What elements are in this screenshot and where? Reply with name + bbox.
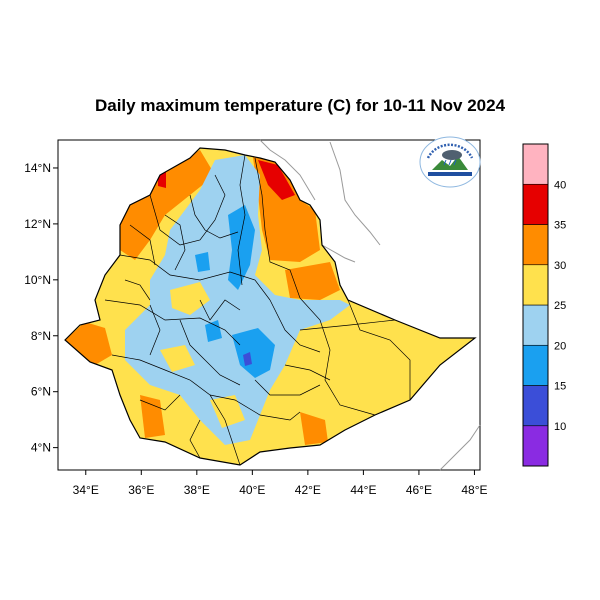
y-tick-label: 6°N [31,385,51,399]
map-title: Daily maximum temperature (C) for 10-11 … [94,96,506,115]
x-tick-label: 48°E [461,483,487,497]
colorbar-label: 10 [554,421,566,433]
colorbar: 10 15 20 25 30 35 40 [522,143,566,467]
ethiopian-meteorology-institute-logo [419,136,481,188]
colorbar-label: 35 [554,220,566,232]
country-outline [64,147,477,466]
colorbar-label: 15 [554,381,566,393]
y-tick-label: 4°N [31,441,51,455]
y-axis: 14°N 12°N 10°N 8°N 6°N 4°N [24,161,58,455]
y-tick-label: 12°N [24,217,51,231]
x-tick-label: 36°E [128,483,154,497]
colorbar-bin [522,224,549,266]
colorbar-frame [522,143,549,467]
x-axis: 34°E 36°E 38°E 40°E 42°E 44°E 46°E 48°E [73,470,488,497]
colorbar-bin [522,304,549,346]
colorbar-bin [522,344,549,386]
x-tick-label: 42°E [295,483,321,497]
x-tick-label: 34°E [73,483,99,497]
y-tick-label: 10°N [24,273,51,287]
x-tick-label: 44°E [350,483,376,497]
x-tick-label: 40°E [239,483,265,497]
y-tick-label: 8°N [31,329,51,343]
x-tick-label: 38°E [184,483,210,497]
colorbar-bin [522,183,549,225]
colorbar-bin [522,264,549,306]
x-tick-label: 46°E [406,483,432,497]
neighbor-borders [259,139,481,471]
colorbar-label: 30 [554,260,566,272]
colorbar-label: 25 [554,300,566,312]
regional-boundaries [104,154,411,465]
colorbar-bin [522,385,549,427]
colorbar-bin [522,425,549,467]
colorbar-label: 20 [554,340,566,352]
y-tick-label: 14°N [24,161,51,175]
colorbar-label: 40 [554,179,566,191]
colorbar-bin [522,143,549,185]
